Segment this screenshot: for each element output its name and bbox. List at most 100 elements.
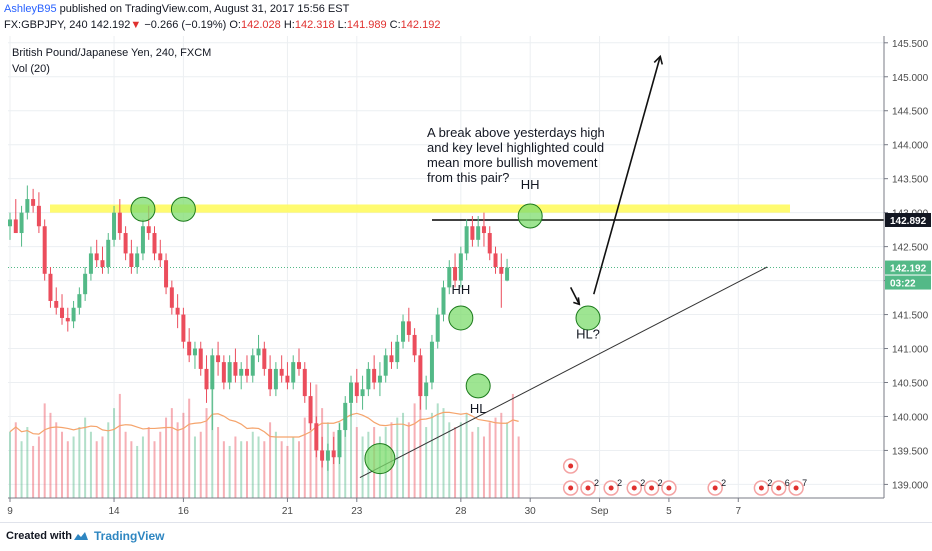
price-tick-label: 144.500 [892,107,929,118]
volume-bar [66,441,69,498]
close-label: C: [389,19,401,31]
volume-bar [113,408,116,498]
candle-body [349,382,354,403]
candle-body [169,287,174,308]
candle-body [337,430,342,458]
author-link[interactable]: AshleyB95 [4,3,57,15]
candle-body [424,382,429,397]
open-label: O: [229,19,241,31]
volume-bar [78,427,81,498]
volume-bar [245,441,248,498]
candle-body [8,219,12,227]
volume-bar [482,436,485,498]
annotation-text-line: mean more bullish movement [427,155,598,170]
time-tick-label: 7 [735,506,741,517]
time-tick-label: Sep [591,506,609,517]
candle-body [256,348,261,356]
volume-bar [89,431,92,498]
tradingview-brand[interactable]: TradingView [94,529,165,543]
volume-bar [118,393,121,498]
candle-body [395,341,400,363]
candle-body [389,355,394,363]
candle-body [308,396,313,424]
volume-bar [511,393,514,498]
volume-bar [298,441,300,498]
volume-bar [188,398,191,498]
volume-bar [222,441,225,498]
volume-bar [136,445,139,498]
candle-body [493,253,498,267]
event-count: 2 [721,478,726,488]
price-tick-label: 145.000 [892,73,929,84]
volume-bar [425,427,428,498]
price-tick-label: 141.000 [892,345,929,356]
event-dot [649,485,655,491]
volume-bar [217,427,220,498]
event-dot [758,485,764,491]
candle-body [406,321,411,335]
low-label: L: [337,19,347,31]
candle-body [325,450,330,461]
volume-bar [500,412,503,498]
event-dot [585,485,591,491]
candle-body [320,450,325,461]
candle-body [250,355,255,376]
event-count: 6 [785,478,790,488]
chart-title: British Pound/Japanese Yen, 240, FXCM [12,47,211,59]
candle-body [198,348,203,369]
candle-body [31,199,36,206]
footer: Created with TradingView [0,522,932,551]
volume-bar [26,427,29,498]
annotation-text-line: A break above yesterdays high [427,125,605,140]
volume-bars [9,375,520,498]
volume-bar [49,412,52,498]
pivot-circle [465,373,491,399]
down-arrow-line [569,287,581,305]
candle-body [233,362,238,376]
candle-body [354,382,359,397]
candle-body [129,253,134,267]
candle-body [227,362,232,383]
volume-bar [107,422,110,498]
volume-bar [153,441,156,498]
ascending-trend-line [359,266,768,479]
time-tick-label: 28 [455,506,467,517]
volume-bar [55,422,58,498]
volume-bar [228,445,231,498]
pivot-circle [130,196,156,222]
price-change: −0.266 (−0.19%) [144,19,227,31]
candle-body [476,226,481,240]
chart-axes: 145.500145.000144.500144.000143.500143.0… [7,36,932,517]
price-tick-label: 143.500 [892,175,929,186]
candle-body [377,375,382,383]
candle-body [117,212,122,234]
low-value: 141.989 [346,19,387,31]
candle-body [360,389,365,397]
pivot-circle [517,203,543,229]
event-count: 2 [640,478,645,488]
candle-body [83,273,88,295]
volume-bar [488,422,491,498]
candle-body [366,368,371,390]
candle-body [152,233,157,254]
event-dot [608,485,614,491]
candle-body [429,341,434,383]
volume-bar [101,436,104,498]
volume-bar [251,431,254,498]
event-dot [568,463,574,469]
candle-body [273,368,278,390]
candle-body [13,219,18,234]
tradingview-logo-icon [74,532,88,540]
down-arrow-icon: ▼ [130,19,142,31]
candle-body [435,314,440,342]
pivot-circle [170,196,196,222]
event-dot [712,485,718,491]
candle-body [158,253,163,261]
candle-body [372,368,377,383]
volume-bar [430,412,433,498]
price-tick-label: 139.500 [892,446,929,457]
volume-bar [442,408,445,498]
volume-bar [280,441,283,498]
price-tick-label: 142.500 [892,243,929,254]
